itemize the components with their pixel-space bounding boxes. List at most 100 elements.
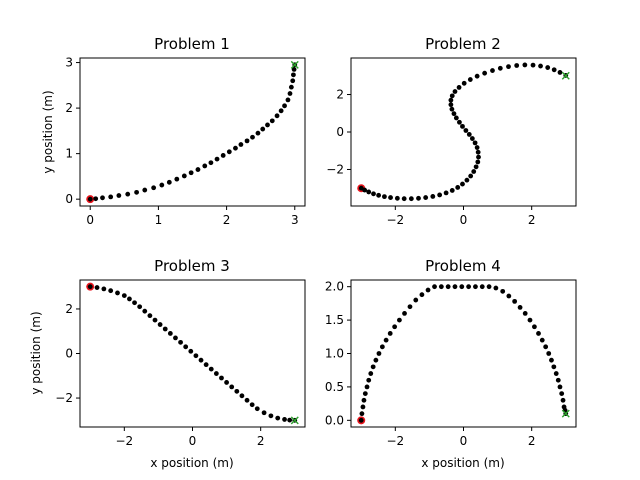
trajectory-point	[401, 196, 407, 202]
trajectory-point	[466, 284, 472, 290]
axes-frame	[79, 57, 306, 207]
y-tick-label: 0	[65, 192, 73, 206]
y-tick-label: 2.0	[325, 280, 344, 294]
trajectory-point	[137, 304, 143, 310]
trajectory-point	[559, 391, 565, 396]
trajectory-point	[261, 410, 267, 416]
trajectory-point	[198, 357, 204, 363]
trajectory-point	[387, 331, 393, 336]
trajectory-point	[466, 132, 472, 137]
trajectory-point	[147, 313, 153, 319]
trajectory-point	[229, 384, 235, 390]
goal-marker	[561, 71, 570, 80]
goal-marker	[290, 416, 299, 425]
trajectory-point	[362, 187, 368, 193]
trajectory-point	[475, 149, 481, 155]
trajectory-point	[125, 191, 131, 197]
trajectory-point	[514, 63, 520, 68]
y-tick-label: 2	[65, 101, 73, 115]
trajectory-point	[287, 91, 293, 96]
x-tick-label: 0	[460, 213, 468, 227]
x-tick-label: 1	[155, 213, 163, 227]
trajectory-point	[288, 84, 294, 90]
axes-frame	[350, 279, 577, 428]
subplot-problem-3: Problem 3 x position (m) y position (m) …	[29, 257, 306, 470]
trajectory-point	[452, 89, 458, 94]
trajectory-point	[282, 417, 287, 422]
trajectory-point	[100, 195, 105, 201]
trajectory-point	[233, 145, 238, 151]
y-tick-label: 0	[65, 347, 73, 361]
trajectory-point	[473, 284, 478, 290]
trajectory-point	[472, 140, 478, 146]
trajectory-point	[278, 108, 284, 114]
x-tick-label: −2	[386, 434, 404, 448]
trajectory-point	[555, 377, 561, 383]
trajectory-point	[551, 67, 557, 73]
trajectory-point	[407, 304, 413, 310]
trajectory-point	[362, 391, 368, 396]
trajectory-point	[479, 284, 485, 290]
trajectory-point	[282, 103, 287, 109]
trajectory-point	[449, 188, 455, 193]
trajectory-point	[455, 185, 461, 190]
trajectory-point	[376, 351, 382, 356]
trajectory-point	[451, 111, 457, 117]
trajectory-point	[368, 371, 374, 376]
trajectory-point	[469, 136, 475, 141]
subplot-problem-2: Problem 2 −2 0 2 −2 0 2	[326, 35, 577, 227]
trajectory-point	[448, 97, 454, 103]
y-tick-label: 2	[336, 88, 344, 102]
trajectory-point	[545, 65, 551, 70]
trajectory-point	[142, 187, 148, 193]
x-tick-label: 3	[291, 213, 299, 227]
trajectory-point	[443, 190, 449, 196]
trajectory-point	[127, 296, 132, 302]
trajectory-point	[108, 194, 114, 200]
trajectory-point	[461, 80, 467, 86]
trajectory-point	[203, 362, 209, 368]
trajectory-point	[543, 344, 549, 350]
trajectory-point	[468, 173, 474, 179]
trajectory-point	[423, 195, 429, 200]
trajectory-point	[448, 102, 454, 108]
trajectory-point	[193, 353, 199, 359]
trajectory-point	[260, 126, 266, 132]
trajectory-point	[269, 118, 275, 124]
trajectory-point	[132, 300, 137, 306]
y-tick-label: 1.0	[325, 347, 344, 361]
y-tick-label: 2	[65, 302, 73, 316]
trajectory-point	[553, 371, 559, 376]
trajectory-point	[486, 284, 492, 290]
trajectory-point	[195, 167, 201, 172]
trajectory-point	[250, 134, 255, 140]
trajectory-point	[416, 195, 421, 201]
trajectory-point	[464, 177, 470, 183]
trajectory-point	[238, 142, 244, 147]
trajectory-point	[255, 130, 261, 136]
trajectory-point	[371, 191, 376, 197]
trajectory-point	[482, 70, 488, 76]
subplot-title: Problem 1	[154, 35, 230, 53]
trajectory-point	[392, 324, 398, 330]
goal-marker	[561, 409, 570, 418]
trajectory-point	[382, 194, 387, 200]
y-axis-label: y position (m)	[41, 90, 55, 173]
trajectory-point	[275, 415, 281, 421]
trajectory-point	[445, 284, 451, 290]
trajectory-point	[157, 322, 163, 327]
subplot-title: Problem 3	[154, 257, 230, 275]
trajectory-point	[249, 402, 255, 408]
y-tick-label: 3	[65, 56, 73, 70]
trajectory-point	[220, 153, 226, 158]
trajectory-point	[397, 317, 402, 323]
trajectory-point	[549, 357, 554, 363]
trajectory-point	[383, 337, 389, 343]
trajectory-point	[449, 93, 455, 99]
x-tick-label: −2	[386, 213, 404, 227]
trajectory-point	[239, 393, 245, 399]
trajectory-point	[475, 159, 481, 165]
y-tick-label: 0	[336, 125, 344, 139]
trajectory-point	[522, 62, 528, 68]
trajectory-point	[425, 287, 431, 293]
